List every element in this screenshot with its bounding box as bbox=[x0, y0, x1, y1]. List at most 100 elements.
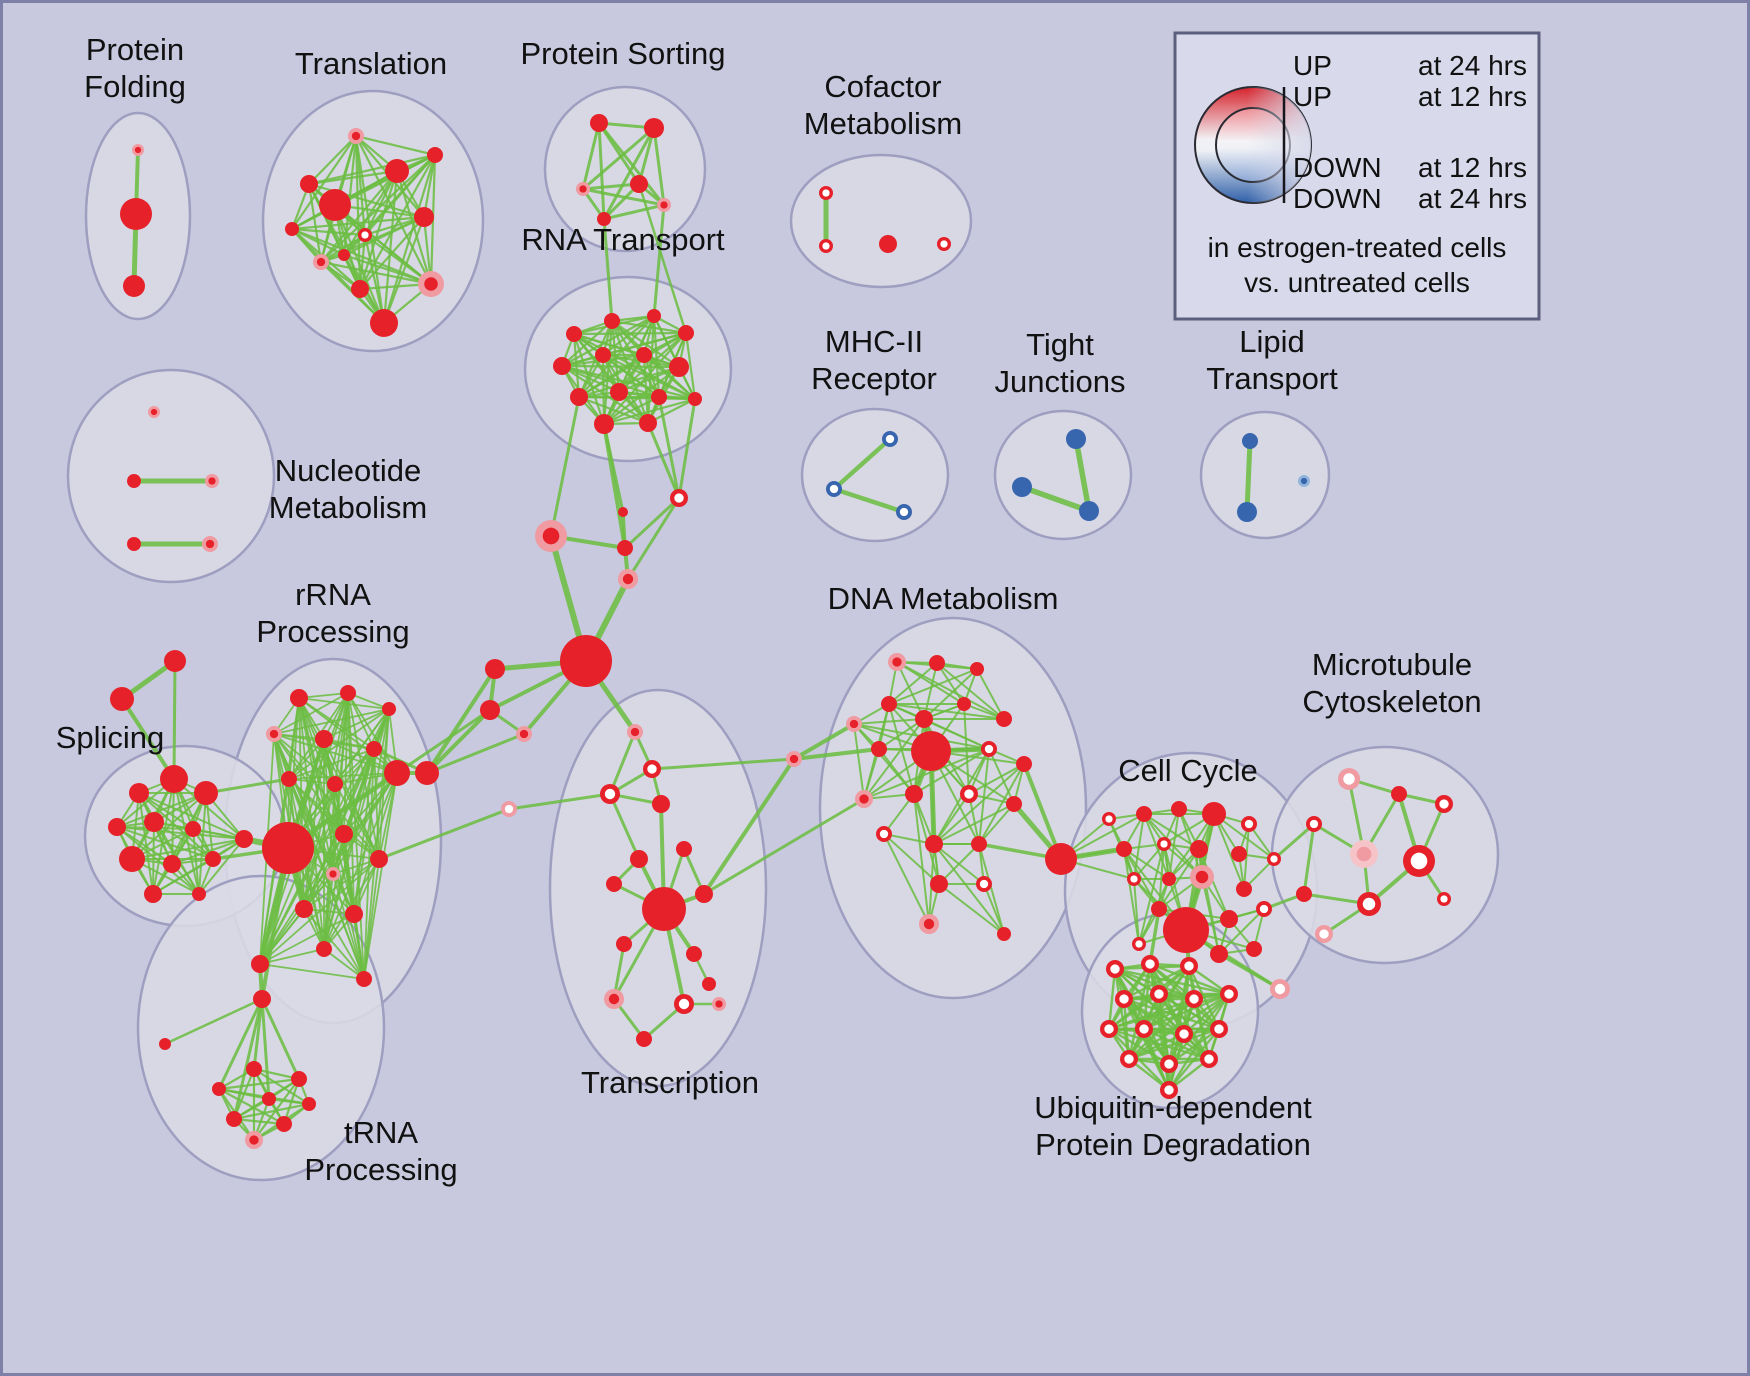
cluster-label-lipid-transport-1: Transport bbox=[1206, 361, 1338, 396]
network-node-rt1 bbox=[604, 313, 620, 329]
network-node-dm18 bbox=[971, 836, 987, 852]
network-edge bbox=[323, 948, 365, 980]
network-node-inner bbox=[1440, 895, 1448, 903]
network-node-tn3 bbox=[291, 1071, 307, 1087]
network-node-tn4 bbox=[212, 1082, 226, 1096]
network-node-sp2 bbox=[194, 781, 218, 805]
network-node-dm11 bbox=[1016, 756, 1032, 772]
network-edge bbox=[307, 182, 346, 257]
network-node-inner bbox=[678, 998, 690, 1010]
network-node-dm6 bbox=[957, 697, 971, 711]
network-edge bbox=[323, 738, 398, 774]
network-edge bbox=[602, 395, 661, 426]
network-edge bbox=[863, 748, 990, 800]
network-node-cc14 bbox=[1151, 901, 1167, 917]
network-edge bbox=[303, 858, 380, 910]
network-node-tn6 bbox=[302, 1097, 316, 1111]
network-edge bbox=[623, 496, 681, 550]
network-node-sp11 bbox=[235, 830, 253, 848]
network-node-ps1 bbox=[644, 118, 664, 138]
network-node-inner bbox=[1259, 904, 1269, 914]
network-node-inner bbox=[1189, 994, 1199, 1004]
network-edge bbox=[642, 353, 697, 401]
network-edge bbox=[560, 364, 681, 369]
network-node-rt10 bbox=[651, 389, 667, 405]
network-edge bbox=[116, 826, 173, 865]
network-node-inner bbox=[249, 1135, 259, 1145]
network-edge bbox=[382, 153, 437, 325]
network-node-tc10 bbox=[686, 946, 702, 962]
network-edge bbox=[319, 153, 437, 264]
network-edge bbox=[702, 797, 866, 896]
network-node-inner bbox=[1343, 773, 1355, 785]
network-edge bbox=[173, 778, 245, 840]
network-node-inner bbox=[519, 729, 529, 739]
cluster-ellipse-dna-metabolism bbox=[818, 616, 1088, 1000]
network-edge bbox=[217, 1087, 286, 1126]
network-node-inner bbox=[1105, 815, 1113, 823]
network-node-tr2 bbox=[319, 189, 351, 221]
network-node-tn5 bbox=[262, 1092, 276, 1106]
network-edge bbox=[319, 233, 367, 264]
network-node-tr9 bbox=[351, 280, 369, 298]
network-edge bbox=[259, 858, 380, 965]
network-edge bbox=[602, 203, 666, 221]
network-nodes bbox=[108, 114, 1453, 1149]
network-edge bbox=[1107, 992, 1161, 1031]
network-edge bbox=[602, 126, 656, 221]
network-node-hb5 bbox=[560, 635, 612, 687]
network-node-inner bbox=[1274, 983, 1286, 995]
network-edge bbox=[1122, 964, 1191, 1001]
network-node-inner bbox=[1104, 1024, 1114, 1034]
network-edge bbox=[307, 169, 399, 186]
network-edge bbox=[290, 227, 346, 257]
network-edge bbox=[307, 134, 358, 186]
network-node-inner bbox=[579, 185, 587, 193]
network-node-rt4 bbox=[553, 357, 571, 375]
network-node-cc15 bbox=[1163, 907, 1209, 953]
network-edge bbox=[1142, 992, 1231, 1031]
network-edge bbox=[1107, 992, 1231, 1031]
network-node-cm2 bbox=[879, 235, 897, 253]
network-node-inner bbox=[1164, 1085, 1174, 1095]
network-edge bbox=[883, 833, 930, 925]
network-node-inner bbox=[1224, 989, 1234, 999]
network-node-ps4 bbox=[597, 212, 611, 226]
cluster-label-rrna-processing-1: Processing bbox=[256, 614, 409, 649]
network-edge bbox=[343, 772, 398, 835]
cluster-label-rrna-processing-0: rRNA bbox=[295, 577, 371, 612]
network-edge bbox=[353, 913, 365, 980]
network-node-inner bbox=[1319, 929, 1329, 939]
network-node-tn2 bbox=[246, 1061, 262, 1077]
network-node-dm19 bbox=[930, 875, 948, 893]
network-edge bbox=[171, 838, 245, 865]
network-node-inner bbox=[361, 231, 369, 239]
network-edge bbox=[172, 659, 177, 781]
network-node-rr8 bbox=[327, 776, 343, 792]
network-node-dm13 bbox=[905, 785, 923, 803]
cluster-label-trna-processing-1: Processing bbox=[304, 1152, 457, 1187]
network-edge bbox=[363, 858, 380, 980]
network-edge bbox=[198, 838, 245, 895]
network-node-rr17 bbox=[356, 971, 372, 987]
cluster-label-mhc-ii-receptor-0: MHC-II bbox=[825, 324, 923, 359]
network-edge bbox=[878, 718, 925, 750]
network-edge bbox=[878, 748, 915, 795]
network-node-inner bbox=[1362, 897, 1376, 911]
network-node-dm4 bbox=[881, 696, 897, 712]
network-edge bbox=[342, 169, 399, 257]
cluster-label-ubiquitin-degradation-0: Ubiquitin-dependent bbox=[1034, 1090, 1312, 1125]
network-edge bbox=[323, 858, 380, 950]
network-node-mt6 bbox=[1296, 886, 1312, 902]
network-node-tc8 bbox=[695, 885, 713, 903]
network-node-inner bbox=[715, 1000, 723, 1008]
network-edge bbox=[863, 718, 925, 800]
network-node-dm5 bbox=[915, 710, 933, 728]
legend-row-label-0: UP bbox=[1293, 50, 1332, 81]
legend-fade bbox=[1195, 87, 1311, 203]
network-edge bbox=[1218, 908, 1265, 955]
network-edge bbox=[290, 227, 367, 237]
network-node-inner bbox=[1356, 846, 1372, 862]
network-edge bbox=[1143, 813, 1170, 880]
network-edge bbox=[938, 843, 980, 885]
